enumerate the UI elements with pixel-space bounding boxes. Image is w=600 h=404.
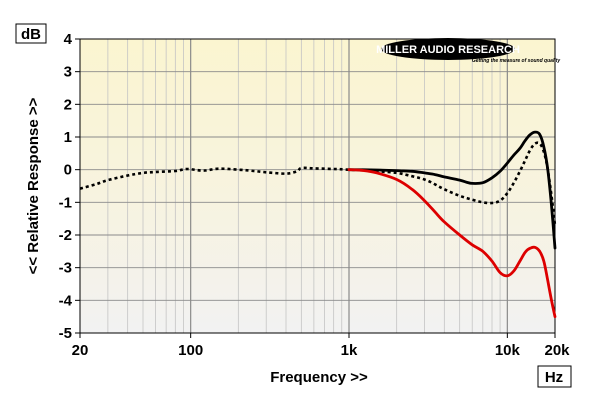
y-tick-label: 0 — [64, 162, 72, 179]
x-axis-title: Frequency >> — [270, 369, 368, 386]
miller-audio-research-logo: MILLER AUDIO RESEARCH Getting the measur… — [376, 38, 560, 64]
x-unit-box: Hz — [537, 365, 572, 388]
logo-brand-text: MILLER AUDIO RESEARCH — [376, 44, 520, 56]
y-unit-box: dB — [15, 23, 47, 44]
logo-tagline-text: Getting the measure of sound quality — [472, 58, 561, 64]
series-layer — [79, 130, 557, 319]
y-unit-label: dB — [21, 26, 41, 43]
y-tick-label: 1 — [64, 129, 72, 146]
y-axis-title: << Relative Response >> — [25, 97, 42, 274]
y-tick-labels: 4 3 2 1 0 -1 -2 -3 -4 -5 — [59, 31, 80, 342]
y-tick-label: -3 — [59, 260, 72, 277]
x-tick-label: 20k — [544, 342, 570, 359]
y-tick-label: -2 — [59, 227, 72, 244]
x-tick-label: 1k — [341, 342, 358, 359]
y-tick-label: -4 — [59, 292, 73, 309]
x-unit-label: Hz — [545, 369, 563, 386]
series-line-1 — [79, 141, 557, 226]
series-line-2 — [347, 130, 557, 250]
plot-frame — [79, 38, 556, 334]
x-tick-label: 20 — [72, 342, 89, 359]
y-tick-label: -5 — [59, 325, 72, 342]
y-tick-label: 4 — [64, 31, 73, 48]
x-tick-label: 10k — [495, 342, 521, 359]
x-tick-labels: 20 100 1k 10k 20k — [72, 333, 570, 359]
x-tick-label: 100 — [178, 342, 203, 359]
y-tick-label: -1 — [59, 194, 72, 211]
series-line-3 — [347, 168, 557, 319]
y-tick-label: 2 — [64, 96, 72, 113]
y-tick-label: 3 — [64, 64, 72, 81]
vertical-grid — [107, 39, 508, 333]
plot-area — [80, 39, 555, 333]
